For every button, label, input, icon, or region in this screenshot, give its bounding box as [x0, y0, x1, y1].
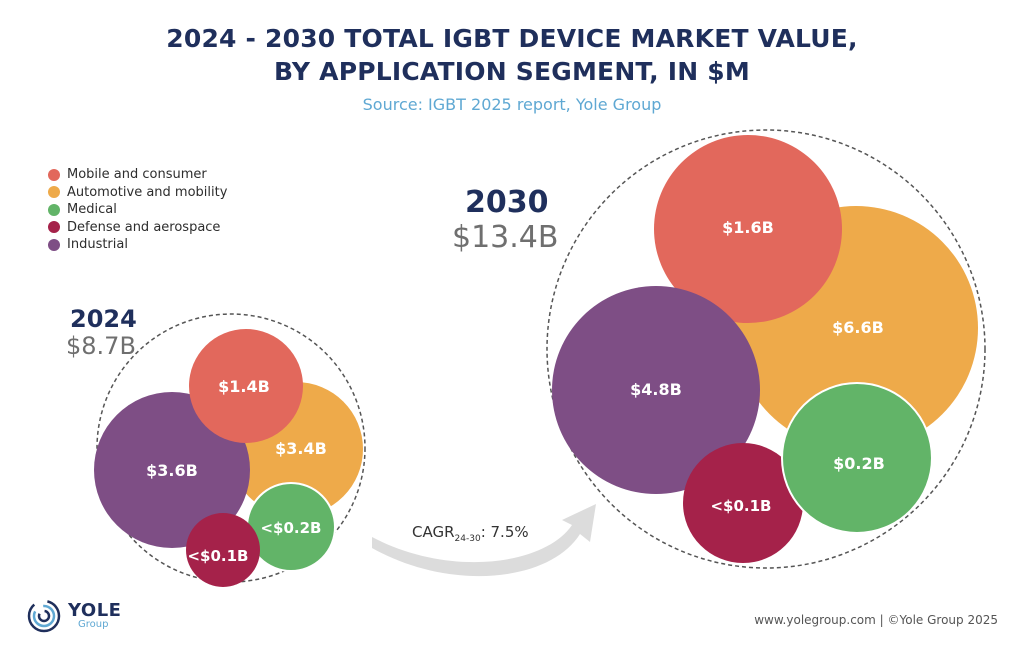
- cagr-arrow: [372, 504, 596, 577]
- legend-swatch-defense: [48, 221, 60, 234]
- legend-swatch-industrial: [48, 238, 60, 251]
- chart-title-line-2: BY APPLICATION SEGMENT, IN $M: [274, 57, 750, 86]
- legend-item-industrial: Industrial: [48, 236, 227, 254]
- logo-sub: Group: [78, 619, 109, 630]
- legend-label-industrial: Industrial: [67, 237, 128, 253]
- year-label-2030: 2030: [465, 185, 549, 220]
- footer-text: www.yolegroup.com | ©Yole Group 2025: [754, 613, 998, 627]
- legend-item-mobile: Mobile and consumer: [48, 166, 227, 184]
- chart-title-line-1: 2024 - 2030 TOTAL IGBT DEVICE MARKET VAL…: [166, 24, 858, 53]
- bubble-label-2030-industrial: $4.8B: [630, 380, 682, 399]
- bubble-label-2024-industrial: $3.6B: [146, 461, 198, 480]
- source-text: Source: IGBT 2025 report, Yole Group: [362, 95, 662, 114]
- bubble-label-2024-mobile: $1.4B: [218, 377, 270, 396]
- legend-item-automotive: Automotive and mobility: [48, 184, 227, 202]
- bubble-2030-mobile: [654, 135, 842, 323]
- legend-swatch-medical: [48, 203, 60, 216]
- legend-label-defense: Defense and aerospace: [67, 219, 221, 235]
- legend-swatch-automotive: [48, 186, 60, 199]
- bubble-label-2030-defense: <$0.1B: [710, 497, 771, 515]
- total-value-2024: $8.7B: [66, 332, 136, 360]
- yole-swirl-icon: [27, 599, 61, 633]
- bubble-2030-defense: [683, 443, 803, 563]
- cagr-prefix: CAGR: [412, 523, 455, 541]
- bubble-label-2030-mobile: $1.6B: [722, 218, 774, 237]
- bubble-label-2024-automotive: $3.4B: [275, 439, 327, 458]
- bubble-label-2030-medical: $0.2B: [833, 454, 885, 473]
- bubble-2030-industrial: [552, 286, 760, 494]
- group-outline-2030: [546, 129, 986, 569]
- bubble-2024-industrial: [94, 392, 250, 548]
- legend-label-mobile: Mobile and consumer: [67, 167, 207, 183]
- logo-name: YOLE: [68, 600, 122, 621]
- year-label-2024: 2024: [70, 305, 137, 333]
- bubble-label-2024-medical: <$0.2B: [260, 519, 321, 537]
- bubble-2024-mobile: [189, 329, 303, 443]
- legend-swatch-mobile: [48, 168, 60, 181]
- cagr-value: : 7.5%: [480, 523, 529, 541]
- total-value-2030: $13.4B: [452, 220, 559, 255]
- bubble-2030-medical: [781, 382, 933, 534]
- legend: Mobile and consumer Automotive and mobil…: [48, 166, 227, 254]
- bubble-label-2024-defense: <$0.1B: [187, 547, 248, 565]
- cagr-period: 24-30: [454, 534, 481, 544]
- cagr-label: CAGR24-30: 7.5%: [412, 523, 529, 544]
- bubble-2024-defense: [186, 513, 260, 587]
- bubble-label-2030-automotive: $6.6B: [832, 318, 884, 337]
- legend-item-defense: Defense and aerospace: [48, 219, 227, 237]
- legend-label-automotive: Automotive and mobility: [67, 184, 228, 200]
- yole-logo: YOLE Group: [26, 598, 121, 634]
- legend-item-medical: Medical: [48, 201, 227, 219]
- legend-label-medical: Medical: [67, 202, 117, 218]
